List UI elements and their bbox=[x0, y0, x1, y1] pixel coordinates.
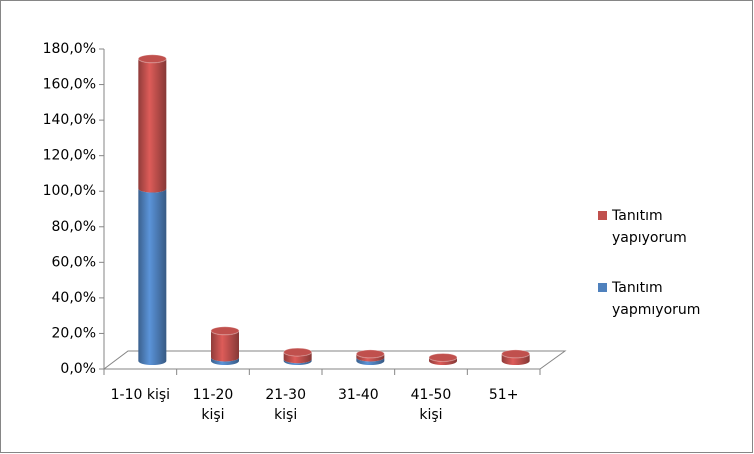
cylinder-top bbox=[501, 349, 531, 359]
cylinder-segment bbox=[283, 352, 312, 364]
y-tick-label: 100,0% bbox=[43, 183, 96, 199]
y-tick-label: 160,0% bbox=[43, 77, 96, 93]
cylinder-segment bbox=[501, 353, 530, 365]
cylinder-segment bbox=[356, 353, 385, 362]
y-tick-label: 120,0% bbox=[43, 148, 96, 164]
y-tick-label: 40,0% bbox=[52, 290, 96, 306]
x-tick-label: 31-40 bbox=[337, 387, 379, 403]
cylinder-top bbox=[137, 54, 167, 64]
y-tick-label: 60,0% bbox=[52, 254, 96, 270]
y-tick-label: 140,0% bbox=[43, 112, 96, 128]
cylinder-segment bbox=[138, 58, 167, 193]
x-tick-label: 21-30 kişi bbox=[265, 387, 306, 423]
legend-swatch bbox=[598, 283, 607, 292]
cylinder-segment bbox=[283, 359, 312, 365]
cylinder-segment bbox=[211, 357, 239, 365]
legend-label: Tanıtım yapmıyorum bbox=[612, 280, 701, 318]
x-tick-label: 51+ bbox=[488, 387, 519, 403]
cylinder-segment bbox=[211, 330, 239, 362]
x-tick-label: 1-10 kişi bbox=[110, 387, 171, 403]
cylinder-segment bbox=[356, 357, 385, 365]
cylinder-top bbox=[355, 349, 385, 359]
cylinder-segment bbox=[429, 357, 457, 365]
y-tick-label: 180,0% bbox=[43, 41, 96, 57]
cylinder-top bbox=[210, 326, 240, 336]
y-tick-label: 80,0% bbox=[52, 219, 96, 235]
legend-label: Tanıtım yapıyorum bbox=[612, 208, 687, 246]
y-tick-label: 0,0% bbox=[60, 361, 96, 377]
cylinder-top bbox=[283, 347, 313, 357]
cylinder-top bbox=[428, 352, 458, 362]
x-tick-label: 11-20 kişi bbox=[192, 387, 234, 423]
y-tick-label: 20,0% bbox=[52, 325, 96, 341]
legend-swatch bbox=[598, 211, 607, 220]
x-tick-label: 41-50 kişi bbox=[410, 387, 452, 423]
cylinder-segment bbox=[138, 188, 167, 365]
